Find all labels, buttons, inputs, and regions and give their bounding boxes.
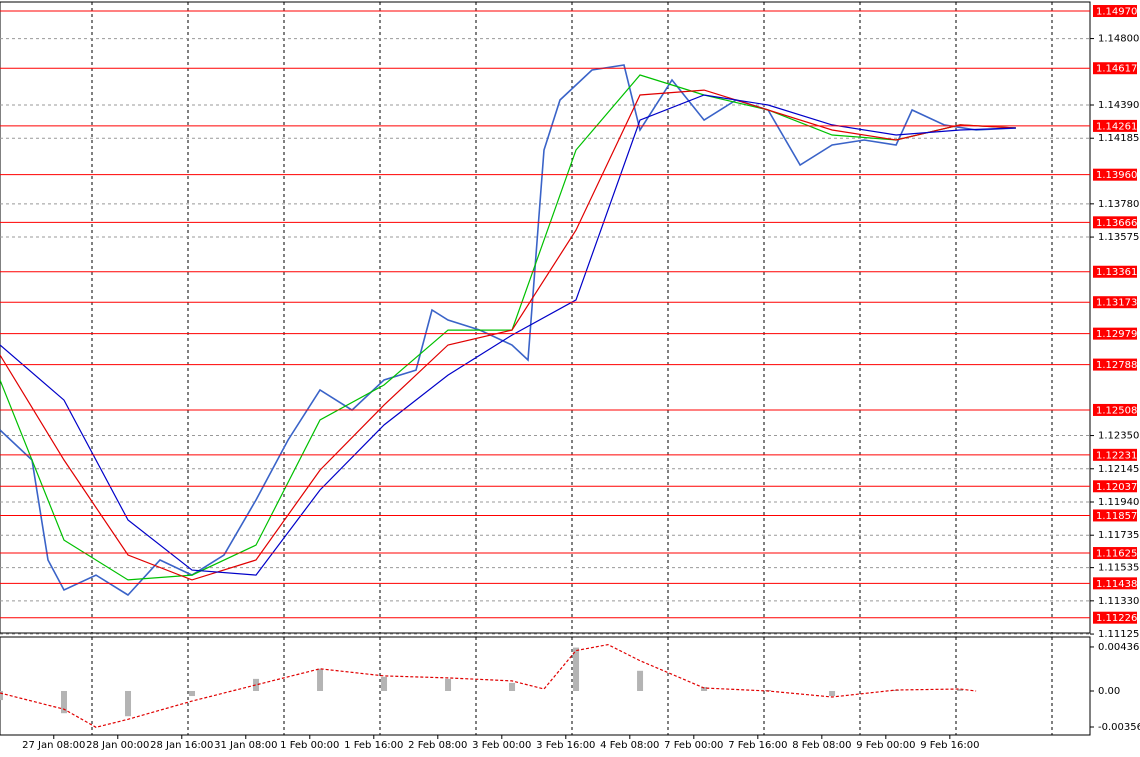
x-tick-label: 31 Jan 08:00	[214, 740, 277, 751]
histogram-bar	[381, 676, 388, 691]
x-tick-label: 28 Jan 00:00	[86, 740, 149, 751]
x-tick-label: 1 Feb 16:00	[344, 740, 403, 751]
histogram-bar	[509, 682, 516, 691]
level-label-box	[1093, 547, 1137, 560]
level-label-box	[1093, 358, 1137, 371]
level-label-box	[1093, 62, 1137, 75]
y-tick-label: 1.14185	[1098, 133, 1139, 144]
level-label-box	[1093, 327, 1137, 340]
y-tick-label: 1.11125	[1098, 629, 1139, 640]
level-label-box	[1093, 448, 1137, 461]
level-label: 1.11438	[1096, 579, 1137, 590]
signal-line	[0, 643, 977, 728]
histogram-bar	[189, 690, 196, 697]
x-tick-label: 4 Feb 08:00	[600, 740, 659, 751]
price-line	[0, 64, 1016, 597]
y-tick-label: 1.12350	[1098, 431, 1139, 442]
level-label: 1.12231	[1096, 450, 1137, 461]
level-label: 1.13960	[1096, 170, 1137, 181]
level-label: 1.14261	[1096, 121, 1137, 132]
x-tick-label: 28 Jan 16:00	[150, 740, 213, 751]
histogram-bar	[445, 678, 452, 691]
level-label: 1.13361	[1096, 267, 1137, 278]
x-tick-label: 8 Feb 08:00	[792, 740, 851, 751]
histogram-bar	[701, 686, 708, 691]
histogram-bar	[317, 668, 324, 691]
histogram-bar	[957, 688, 964, 691]
y-tick-label: 0.00	[1098, 686, 1120, 697]
y-tick-label: 1.11735	[1098, 530, 1139, 541]
level-label-box	[1093, 216, 1137, 229]
level-label: 1.11857	[1096, 511, 1137, 522]
histogram-bar	[637, 670, 644, 691]
level-label: 1.12788	[1096, 360, 1137, 371]
y-tick-label: 1.14800	[1098, 34, 1139, 45]
level-label: 1.13666	[1096, 218, 1137, 229]
histogram-bar	[125, 690, 132, 717]
macd-panel	[0, 636, 1091, 736]
x-tick-label: 9 Feb 00:00	[856, 740, 915, 751]
level-label: 1.14970	[1096, 7, 1137, 18]
level-label-box	[1093, 509, 1137, 522]
y-tick-label: 1.14390	[1098, 100, 1139, 111]
x-tick-label: 1 Feb 00:00	[280, 740, 339, 751]
level-label: 1.11226	[1096, 613, 1137, 624]
level-label: 1.12508	[1096, 405, 1137, 416]
level-label-box	[1093, 577, 1137, 590]
histogram-bar	[0, 690, 3, 701]
x-tick-label: 2 Feb 08:00	[408, 740, 467, 751]
x-tick-label: 3 Feb 00:00	[472, 740, 531, 751]
level-label-box	[1093, 5, 1137, 18]
histogram-bar	[829, 690, 836, 697]
moving-average	[0, 89, 1016, 581]
level-label-box	[1093, 296, 1137, 309]
level-label-box	[1093, 403, 1137, 416]
y-tick-label: 1.12145	[1098, 464, 1139, 475]
x-tick-label: 7 Feb 00:00	[664, 740, 723, 751]
histogram-bar	[253, 678, 260, 691]
y-tick-label: 1.11940	[1098, 497, 1139, 508]
level-label: 1.12979	[1096, 329, 1137, 340]
histogram-bar	[573, 647, 580, 691]
x-tick-label: 9 Feb 16:00	[920, 740, 979, 751]
level-label-box	[1093, 611, 1137, 624]
level-label: 1.14617	[1096, 64, 1137, 75]
level-label: 1.12037	[1096, 482, 1137, 493]
y-tick-label: 1.11330	[1098, 596, 1139, 607]
level-label-box	[1093, 168, 1137, 181]
vertical-grid	[91, 2, 1053, 735]
level-label-box	[1093, 119, 1137, 132]
histogram-bar	[61, 690, 68, 714]
y-tick-label: 0.004363	[1098, 642, 1140, 653]
y-tick-label: 1.13780	[1098, 199, 1139, 210]
x-tick-label: 7 Feb 16:00	[728, 740, 787, 751]
y-tick-label: 1.11535	[1098, 563, 1139, 574]
level-label: 1.13173	[1096, 298, 1137, 309]
level-label: 1.11625	[1096, 549, 1137, 560]
x-tick-label: 3 Feb 16:00	[536, 740, 595, 751]
y-tick-label: 1.13575	[1098, 232, 1139, 243]
x-tick-label: 27 Jan 08:00	[22, 740, 85, 751]
level-label-box	[1093, 480, 1137, 493]
y-tick-label: -0.003568	[1098, 722, 1140, 733]
level-label-box	[1093, 265, 1137, 278]
